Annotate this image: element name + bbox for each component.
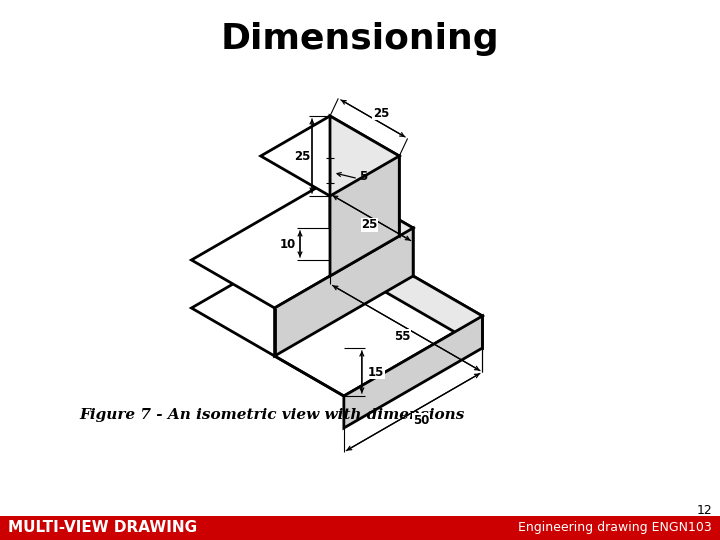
Text: 12: 12 (696, 503, 712, 516)
Text: 15: 15 (368, 366, 384, 379)
Text: 50: 50 (413, 414, 429, 427)
Text: Dimensioning: Dimensioning (221, 22, 499, 56)
Text: 55: 55 (394, 329, 410, 342)
Polygon shape (192, 228, 482, 396)
Text: 5: 5 (359, 170, 367, 183)
Text: 10: 10 (280, 238, 296, 251)
Bar (0, 516, 720, 540)
Polygon shape (192, 180, 413, 308)
Polygon shape (261, 116, 400, 196)
Text: 25: 25 (294, 150, 310, 163)
Text: Figure 7 - An isometric view with dimensions: Figure 7 - An isometric view with dimens… (79, 408, 464, 422)
Polygon shape (330, 180, 413, 276)
Polygon shape (330, 116, 400, 236)
Text: 25: 25 (361, 219, 378, 232)
Text: Engineering drawing ENGN103: Engineering drawing ENGN103 (518, 522, 712, 535)
Polygon shape (330, 156, 400, 276)
Text: MULTI-VIEW DRAWING: MULTI-VIEW DRAWING (8, 521, 197, 536)
Polygon shape (330, 228, 482, 348)
Text: 25: 25 (373, 107, 389, 120)
Polygon shape (274, 228, 413, 356)
Polygon shape (344, 316, 482, 428)
